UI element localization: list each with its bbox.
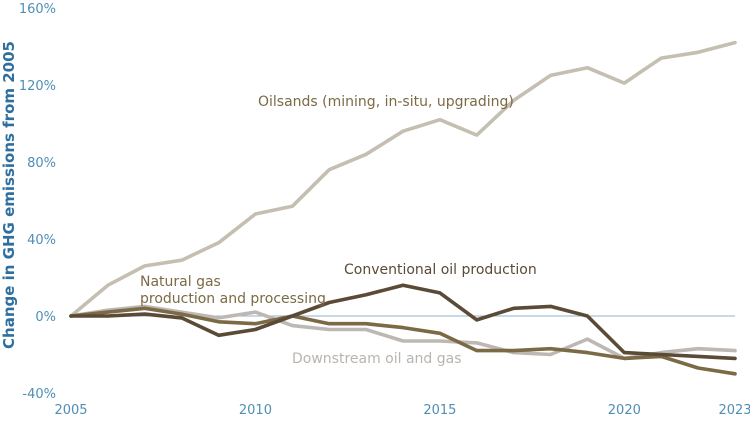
x-tick-label: 2023 <box>718 403 750 418</box>
chart-annotations: Oilsands (mining, in-situ, upgrading) Con… <box>140 94 537 367</box>
chart-axes: -40% 0% 40% 80% 120% 160% 2005 2010 2015 2020 2023 <box>19 2 750 418</box>
y-tick-label: 160% <box>19 2 56 17</box>
x-tick-label: 2015 <box>423 403 456 418</box>
annotation-label: Oilsands (mining, in-situ, upgrading) <box>258 94 514 110</box>
y-axis-title: Change in GHG emissions from 2005 <box>0 41 18 349</box>
series-line-1 <box>69 283 737 361</box>
x-tick-label: 2020 <box>608 403 641 418</box>
x-tick-label: 2005 <box>54 403 87 418</box>
y-tick-label: 120% <box>19 79 56 94</box>
y-tick-label: 40% <box>27 233 56 248</box>
y-tick-label: 80% <box>27 156 56 171</box>
y-tick-label: 0% <box>35 310 56 325</box>
annotation-label: production and processing <box>140 291 326 307</box>
annotation-label: Downstream oil and gas <box>292 351 462 367</box>
annotation-label: Conventional oil production <box>344 262 537 278</box>
series-line-0 <box>69 40 737 318</box>
chart-series-layer <box>69 40 737 376</box>
annotation-label: Natural gas <box>140 274 221 290</box>
x-tick-label: 2010 <box>239 403 272 418</box>
series-line-2 <box>69 306 737 376</box>
y-tick-label: -40% <box>22 387 56 402</box>
